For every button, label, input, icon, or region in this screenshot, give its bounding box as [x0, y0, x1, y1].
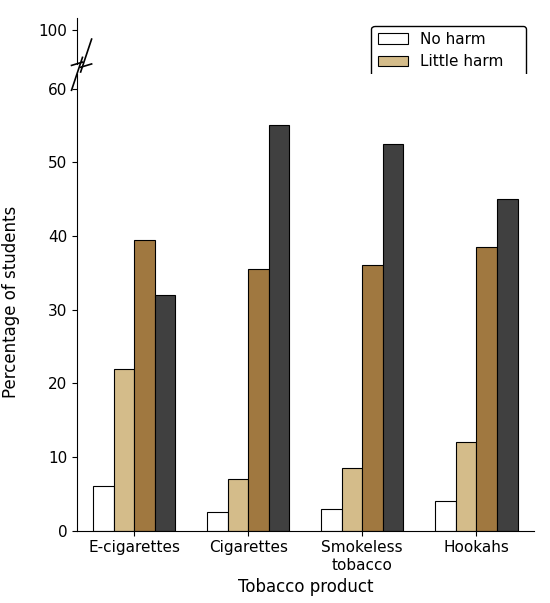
Bar: [321, 583, 342, 601]
Bar: [228, 479, 248, 531]
Bar: [134, 239, 155, 531]
Bar: [342, 468, 362, 531]
Bar: [113, 368, 134, 531]
Bar: [134, 375, 155, 601]
Bar: [269, 125, 289, 531]
X-axis label: Tobacco product: Tobacco product: [238, 578, 373, 596]
Bar: [342, 552, 362, 601]
Bar: [362, 395, 383, 601]
Bar: [383, 301, 403, 601]
Bar: [476, 247, 497, 531]
Bar: [456, 442, 476, 531]
Bar: [155, 418, 175, 601]
Bar: [497, 199, 518, 531]
Text: Percentage of students: Percentage of students: [2, 206, 20, 397]
Bar: [456, 532, 476, 601]
Bar: [436, 501, 456, 531]
Bar: [207, 586, 228, 601]
Bar: [321, 508, 342, 531]
Bar: [383, 144, 403, 531]
Bar: [93, 487, 113, 531]
Bar: [362, 265, 383, 531]
Bar: [113, 475, 134, 601]
Bar: [248, 398, 269, 601]
Bar: [436, 578, 456, 601]
Bar: [93, 566, 113, 601]
Bar: [497, 344, 518, 601]
Bar: [248, 269, 269, 531]
Bar: [269, 286, 289, 601]
Bar: [155, 295, 175, 531]
Bar: [476, 380, 497, 601]
Bar: [228, 561, 248, 601]
Legend: No harm, Little harm, Some harm, A lot of harm: No harm, Little harm, Some harm, A lot o…: [371, 26, 526, 121]
Bar: [207, 512, 228, 531]
